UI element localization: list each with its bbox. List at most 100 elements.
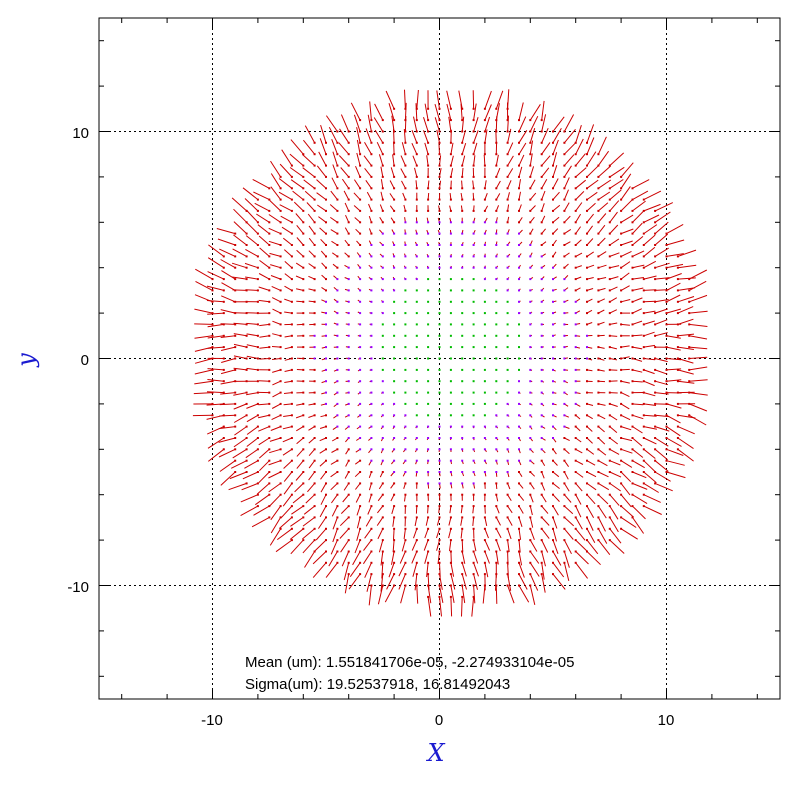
vector-arrow bbox=[283, 414, 292, 417]
vector-point bbox=[563, 380, 566, 383]
vector-arrow bbox=[598, 213, 607, 223]
vector-arrow bbox=[427, 506, 429, 514]
vector-arrow bbox=[609, 252, 620, 257]
vector-arrow bbox=[269, 528, 282, 546]
vector-point bbox=[586, 527, 588, 530]
vector-arrow bbox=[207, 323, 224, 328]
vector-point bbox=[449, 334, 452, 337]
vector-arrow bbox=[278, 191, 293, 201]
vector-point bbox=[381, 414, 384, 417]
vector-point bbox=[449, 516, 452, 519]
vector-point bbox=[415, 425, 418, 428]
vector-point bbox=[461, 550, 464, 553]
vector-point bbox=[347, 425, 350, 428]
vector-point bbox=[393, 130, 396, 133]
vector-arrow bbox=[253, 505, 270, 516]
vector-point bbox=[506, 187, 509, 190]
vector-arrow bbox=[296, 300, 304, 303]
vector-point bbox=[381, 244, 384, 246]
vector-point bbox=[427, 164, 430, 167]
vector-point bbox=[540, 448, 543, 451]
vector-arrow bbox=[220, 369, 236, 375]
vector-point bbox=[347, 334, 350, 337]
vector-point bbox=[381, 175, 384, 178]
vector-point bbox=[631, 232, 634, 235]
vector-point bbox=[620, 278, 623, 281]
vector-point bbox=[449, 119, 452, 122]
vector-arrow bbox=[495, 539, 501, 552]
vector-point bbox=[404, 244, 407, 246]
vector-point bbox=[256, 198, 259, 201]
vector-point bbox=[586, 278, 588, 281]
vector-point bbox=[325, 232, 327, 235]
vector-point bbox=[359, 459, 362, 462]
vector-point bbox=[256, 209, 259, 212]
vector-arrow bbox=[269, 494, 281, 507]
vector-point bbox=[438, 425, 441, 428]
vector-point bbox=[552, 130, 554, 133]
vector-point bbox=[495, 209, 498, 212]
vector-arrow bbox=[364, 167, 372, 178]
vector-point bbox=[245, 368, 248, 371]
vector-arrow bbox=[541, 155, 551, 166]
vector-point bbox=[495, 107, 498, 110]
vector-point bbox=[245, 471, 248, 473]
vector-point bbox=[256, 357, 259, 360]
y-tick-label-0: 0 bbox=[81, 352, 89, 369]
vector-arrow bbox=[424, 528, 429, 539]
vector-arrow bbox=[598, 237, 606, 246]
vector-point bbox=[313, 493, 316, 496]
vector-arrow bbox=[258, 235, 270, 246]
vector-point bbox=[438, 471, 441, 473]
vector-point bbox=[370, 414, 373, 417]
vector-arrow bbox=[529, 192, 537, 200]
vector-point bbox=[347, 539, 350, 542]
vector-point bbox=[574, 414, 577, 417]
vector-arrow bbox=[307, 483, 315, 493]
vector-point bbox=[540, 244, 543, 246]
vector-point bbox=[393, 164, 396, 167]
vector-point bbox=[370, 459, 373, 462]
vector-point bbox=[325, 198, 327, 201]
vector-point bbox=[540, 221, 543, 224]
vector-arrow bbox=[271, 285, 281, 291]
vector-point bbox=[415, 266, 418, 269]
vector-point bbox=[290, 539, 293, 542]
vector-point bbox=[438, 312, 441, 315]
vector-point bbox=[608, 414, 611, 417]
vector-arrow bbox=[330, 216, 338, 223]
vector-arrow bbox=[292, 190, 304, 200]
vector-arrow bbox=[278, 178, 293, 189]
vector-point bbox=[336, 198, 339, 201]
vector-point bbox=[449, 198, 452, 201]
vector-arrow bbox=[319, 227, 327, 234]
vector-point bbox=[654, 278, 657, 281]
vector-arrow bbox=[246, 403, 259, 409]
vector-point bbox=[540, 153, 543, 156]
vector-arrow bbox=[598, 287, 606, 291]
vector-point bbox=[290, 425, 293, 428]
vector-point bbox=[631, 516, 634, 519]
vector-arrow bbox=[258, 403, 270, 406]
vector-arrow bbox=[654, 369, 668, 375]
vector-point bbox=[347, 346, 350, 349]
vector-point bbox=[211, 334, 214, 337]
vector-point bbox=[472, 278, 475, 281]
vector-point bbox=[529, 493, 532, 496]
vector-arrow bbox=[643, 344, 656, 348]
vector-point bbox=[540, 334, 543, 337]
vector-arrow bbox=[206, 285, 224, 291]
vector-arrow bbox=[303, 139, 315, 155]
vector-point bbox=[404, 482, 407, 485]
vector-arrow bbox=[259, 346, 270, 349]
vector-point bbox=[325, 187, 327, 190]
vector-point bbox=[642, 425, 645, 428]
vector-point bbox=[427, 357, 430, 360]
vector-point bbox=[268, 437, 271, 439]
vector-point bbox=[325, 312, 327, 315]
vector-point bbox=[461, 482, 464, 485]
vector-point bbox=[495, 471, 498, 473]
vector-arrow bbox=[258, 273, 270, 280]
vector-arrow bbox=[427, 574, 430, 591]
vector-arrow bbox=[484, 90, 492, 109]
